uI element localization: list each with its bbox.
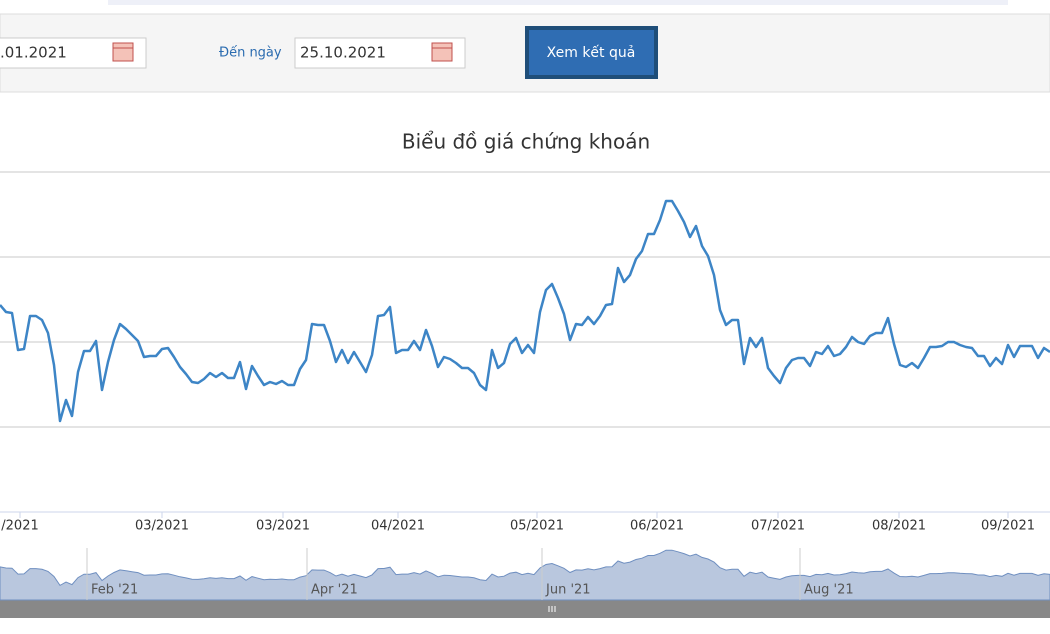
chart-title: Biểu đồ giá chứng khoán xyxy=(402,130,650,154)
x-tick-label: 03/2021 xyxy=(135,519,189,534)
submit-button[interactable] xyxy=(525,26,658,79)
navigator-area xyxy=(0,549,1050,601)
calendar-icon[interactable] xyxy=(431,42,453,62)
x-tick-label: 05/2021 xyxy=(510,519,564,534)
calendar-icon[interactable] xyxy=(112,42,134,62)
navigator-label: Apr '21 xyxy=(311,583,358,598)
x-tick-label: /2021 xyxy=(1,519,38,534)
to-label: Đến ngày xyxy=(219,46,282,61)
x-tick-label: 08/2021 xyxy=(872,519,926,534)
x-tick-label: 07/2021 xyxy=(751,519,805,534)
price-line xyxy=(0,199,1050,423)
navigator-label: Feb '21 xyxy=(91,583,138,598)
to-input[interactable]: 25.10.2021 xyxy=(294,37,466,69)
navigator-label: Jun '21 xyxy=(545,583,591,598)
x-tick-label: 09/2021 xyxy=(981,519,1035,534)
x-tick-label: 03/2021 xyxy=(256,519,310,534)
x-tick-label: 04/2021 xyxy=(371,519,425,534)
from-input[interactable]: .01.2021 xyxy=(0,37,147,69)
scrollbar[interactable] xyxy=(0,600,1050,618)
top-bar xyxy=(108,0,1008,5)
x-tick-label: 06/2021 xyxy=(630,519,684,534)
navigator-label: Aug '21 xyxy=(804,583,854,598)
button-label[interactable]: Xem kết quả xyxy=(547,44,636,61)
from-date: .01.2021 xyxy=(0,44,67,62)
to-date: 25.10.2021 xyxy=(300,44,386,62)
